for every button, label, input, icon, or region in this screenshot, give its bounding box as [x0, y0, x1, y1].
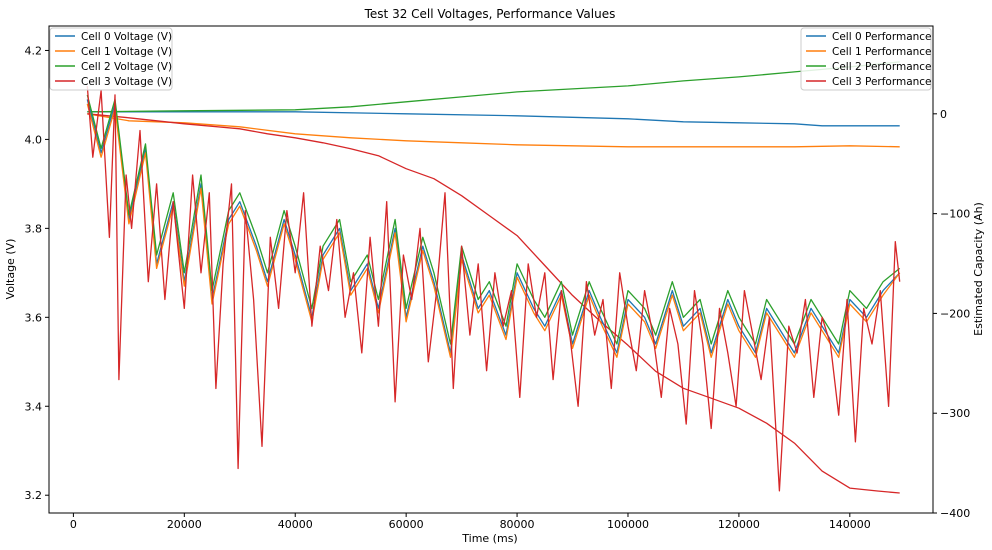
x-tick-label: 20000	[167, 518, 202, 531]
legend-label: Cell 1 Performance	[832, 46, 932, 58]
y-tick-label: 4.0	[25, 133, 43, 146]
legend-label: Cell 2 Voltage (V)	[81, 61, 172, 73]
y2-tick-label: 0	[940, 108, 947, 121]
y-tick-label: 3.2	[25, 489, 43, 502]
y2-tick-label: −100	[940, 208, 970, 221]
legend-label: Cell 1 Voltage (V)	[81, 46, 172, 58]
x-axis-label: Time (ms)	[461, 532, 517, 545]
x-tick-label: 80000	[500, 518, 535, 531]
y2-axis-label: Estimated Capacity (Ah)	[972, 202, 985, 336]
performance-line-cell-2	[87, 61, 900, 113]
y2-tick-label: −300	[940, 407, 970, 420]
performance-line-cell-1	[87, 113, 900, 148]
voltage-line-cell-0	[86, 99, 901, 354]
plot-frame	[48, 25, 934, 514]
legend-label: Cell 0 Voltage (V)	[81, 31, 172, 43]
voltage-line-cell-1	[86, 103, 901, 358]
y2-tick-label: −200	[940, 307, 970, 320]
x-tick-label: 100000	[607, 518, 649, 531]
performance-line-cell-0	[87, 111, 900, 127]
legend-performance: Cell 0 Performance Cell 1 Performance Cell…	[800, 27, 932, 91]
y-tick-label: 3.6	[25, 311, 43, 324]
x-tick-label: 40000	[278, 518, 313, 531]
legend-label: Cell 3 Voltage (V)	[81, 76, 172, 88]
legend-voltage: Cell 0 Voltage (V) Cell 1 Voltage (V) Cell…	[49, 27, 173, 91]
legend-box	[800, 27, 932, 91]
x-tick-label: 0	[70, 518, 77, 531]
y-tick-label: 4.2	[25, 44, 43, 57]
chart-title: Test 32 Cell Voltages, Performance Value…	[364, 7, 616, 21]
voltage-line-cell-2	[86, 94, 901, 345]
legend-label: Cell 3 Performance	[832, 76, 932, 88]
performance-line-cell-3	[87, 113, 900, 494]
y-axis-label: Voltage (V)	[4, 239, 17, 300]
voltage-line-cell-3	[86, 85, 901, 492]
x-axis: 0 20000 40000 60000 80000 100000 120000 140000	[70, 513, 871, 531]
x-tick-label: 120000	[718, 518, 760, 531]
plot-area	[86, 61, 901, 494]
y-tick-label: 3.8	[25, 222, 43, 235]
y2-tick-label: −400	[940, 507, 970, 520]
legend-label: Cell 2 Performance	[832, 61, 932, 73]
y-axis: 3.2 3.4 3.6 3.8 4.0 4.2	[25, 44, 49, 502]
x-tick-label: 140000	[829, 518, 871, 531]
x-tick-label: 60000	[389, 518, 424, 531]
legend-box	[49, 27, 173, 91]
y-tick-label: 3.4	[25, 400, 43, 413]
y2-axis: −400 −300 −200 −100 0	[933, 108, 970, 520]
legend-label: Cell 0 Performance	[832, 31, 932, 43]
